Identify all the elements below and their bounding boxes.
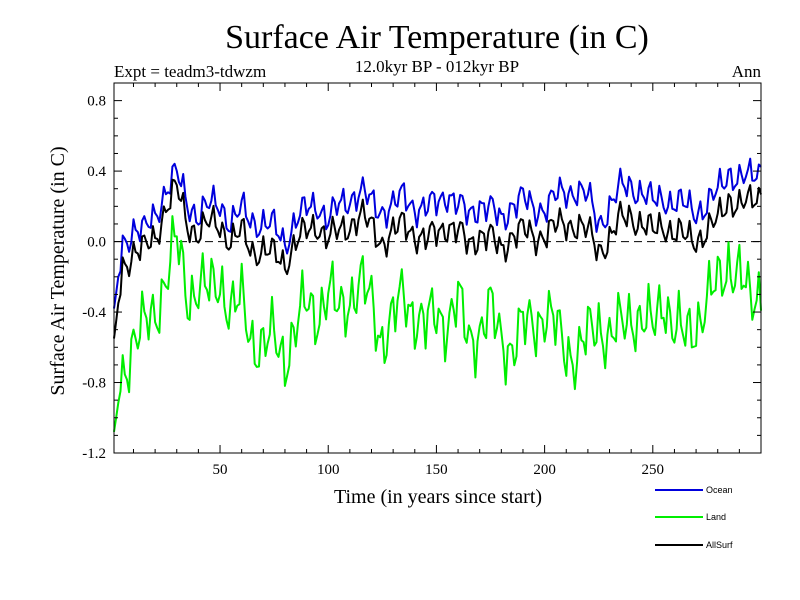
series-layer bbox=[113, 157, 762, 433]
chart-subtitle: 12.0kyr BP - 012kyr BP bbox=[355, 57, 519, 76]
ticks-layer: 50 100 150 200 250 0.8 0.4 0.0 -0.4 -0.8 -1.2 bbox=[82, 82, 761, 478]
y-tick-label: -1.2 bbox=[82, 446, 106, 462]
legend-label-allsurf: AllSurf bbox=[706, 540, 733, 550]
season-label: Ann bbox=[732, 62, 762, 81]
x-tick-label: 200 bbox=[533, 462, 556, 478]
series-line-ocean bbox=[113, 157, 762, 309]
legend-label-ocean: Ocean bbox=[706, 485, 733, 495]
chart-title: Surface Air Temperature (in C) bbox=[225, 19, 649, 56]
legend: Ocean Land AllSurf bbox=[655, 485, 733, 550]
plot-frame bbox=[113, 82, 762, 454]
x-tick-label: 50 bbox=[213, 462, 228, 478]
y-tick-label: 0.4 bbox=[87, 164, 106, 180]
legend-label-land: Land bbox=[706, 512, 726, 522]
series-line-land bbox=[113, 215, 762, 433]
x-tick-label: 100 bbox=[317, 462, 340, 478]
y-tick-label: -0.8 bbox=[82, 376, 106, 392]
x-tick-label: 250 bbox=[642, 462, 665, 478]
x-axis-label: Time (in years since start) bbox=[334, 486, 542, 508]
experiment-label: Expt = teadm3-tdwzm bbox=[114, 62, 266, 81]
x-tick-label: 150 bbox=[425, 462, 448, 478]
y-axis-label: Surface Air Temperature (in C) bbox=[47, 146, 69, 395]
y-tick-label: -0.4 bbox=[82, 305, 106, 321]
y-tick-label: 0.0 bbox=[87, 235, 106, 251]
series-line-allsurf bbox=[113, 178, 762, 339]
y-tick-label: 0.8 bbox=[87, 94, 106, 110]
